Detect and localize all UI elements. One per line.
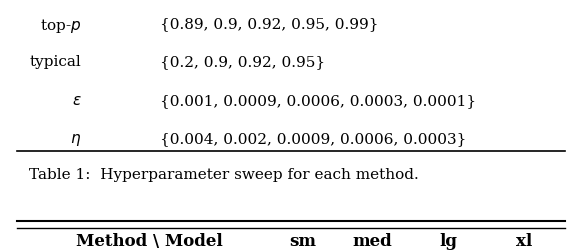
- Text: xl: xl: [516, 233, 532, 250]
- Text: med: med: [353, 233, 392, 250]
- Text: $\epsilon$: $\epsilon$: [72, 94, 81, 108]
- Text: {0.2, 0.9, 0.92, 0.95}: {0.2, 0.9, 0.92, 0.95}: [160, 55, 325, 70]
- Text: typical: typical: [30, 55, 81, 70]
- Text: {0.001, 0.0009, 0.0006, 0.0003, 0.0001}: {0.001, 0.0009, 0.0006, 0.0003, 0.0001}: [160, 94, 476, 108]
- Text: $\eta$: $\eta$: [70, 132, 81, 148]
- Text: Method \ Model: Method \ Model: [76, 233, 222, 250]
- Text: Table 1:  Hyperparameter sweep for each method.: Table 1: Hyperparameter sweep for each m…: [29, 168, 419, 182]
- Text: {0.004, 0.002, 0.0009, 0.0006, 0.0003}: {0.004, 0.002, 0.0009, 0.0006, 0.0003}: [160, 132, 466, 146]
- Text: sm: sm: [289, 233, 316, 250]
- Text: {0.89, 0.9, 0.92, 0.95, 0.99}: {0.89, 0.9, 0.92, 0.95, 0.99}: [160, 17, 378, 31]
- Text: top-$p$: top-$p$: [40, 17, 81, 35]
- Text: lg: lg: [439, 233, 457, 250]
